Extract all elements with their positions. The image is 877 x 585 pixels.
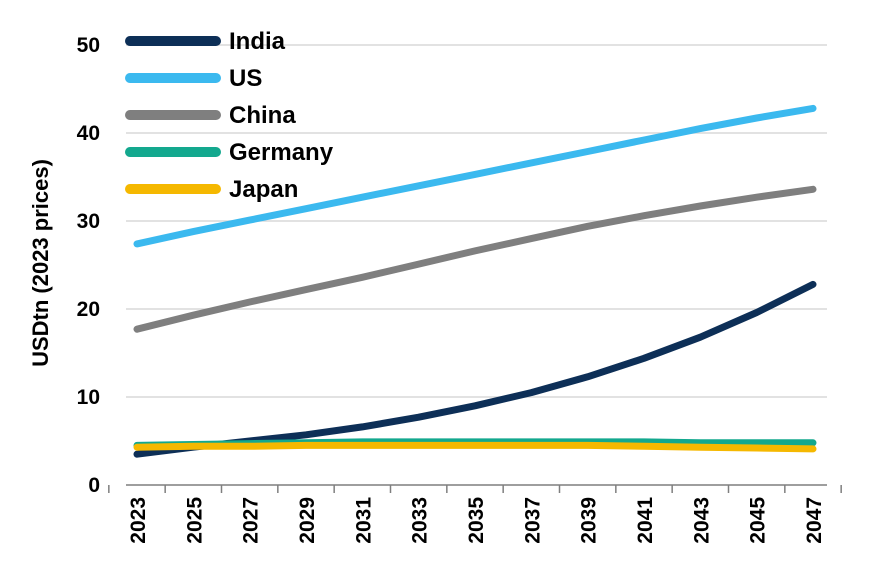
series-line-japan xyxy=(133,441,817,453)
x-tick-label-2037: 2037 xyxy=(521,497,544,544)
series-lines xyxy=(133,104,817,458)
y-axis-title: USDtn (2023 prices) xyxy=(28,159,53,367)
legend: India US China Germany Japan xyxy=(125,28,334,203)
x-tick-label-2047: 2047 xyxy=(803,497,826,544)
legend-label-japan: Japan xyxy=(229,176,298,203)
x-tick-label-2033: 2033 xyxy=(409,497,432,544)
y-tick-label-0: 0 xyxy=(88,474,100,497)
x-tick-label-2035: 2035 xyxy=(465,497,488,544)
y-tick-label-40: 40 xyxy=(77,122,100,145)
legend-label-china: China xyxy=(229,102,296,129)
x-tick-label-2031: 2031 xyxy=(352,497,375,544)
legend-label-us: US xyxy=(229,65,262,92)
y-tick-label-10: 10 xyxy=(77,386,100,409)
x-axis: 2023 2025 2027 2029 2031 2033 2035 2037 2039 2041… xyxy=(108,484,842,544)
x-tick-label-2025: 2025 xyxy=(183,497,206,544)
y-tick-label-30: 30 xyxy=(77,210,100,233)
legend-label-germany: Germany xyxy=(229,139,334,166)
x-tick-label-2023: 2023 xyxy=(127,497,150,544)
series-line-india xyxy=(133,280,817,458)
y-tick-label-50: 50 xyxy=(77,34,100,57)
series-line-us xyxy=(133,104,817,248)
x-tick-label-2039: 2039 xyxy=(578,497,601,544)
x-tick-label-2041: 2041 xyxy=(634,497,657,544)
x-tick-label-2045: 2045 xyxy=(747,497,770,544)
y-tick-labels: 0 10 20 30 40 50 xyxy=(77,34,100,497)
x-tick-label-2029: 2029 xyxy=(296,497,319,544)
y-tick-label-20: 20 xyxy=(77,298,100,321)
x-tick-label-2043: 2043 xyxy=(690,497,713,544)
series-line-china xyxy=(133,185,817,333)
legend-label-india: India xyxy=(229,28,286,55)
x-tick-label-2027: 2027 xyxy=(240,497,263,544)
